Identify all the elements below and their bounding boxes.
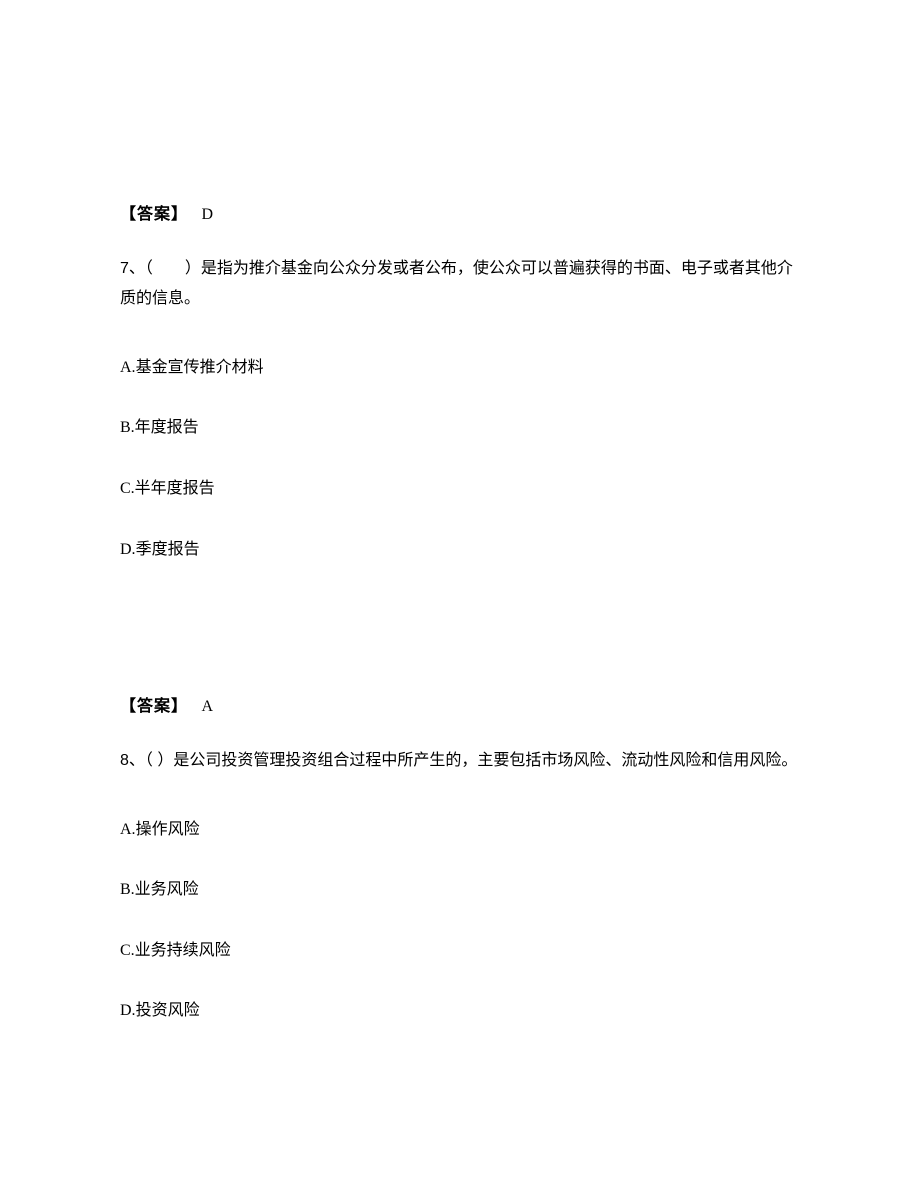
answer-line-8: 【答案】 A xyxy=(120,692,800,716)
option-8c: C.业务持续风险 xyxy=(120,938,800,964)
option-text: 基金宣传推介材料 xyxy=(136,359,264,376)
answer-value: D xyxy=(201,206,214,223)
option-letter: B. xyxy=(120,419,135,436)
question-body: （ ）是公司投资管理投资组合过程中所产生的，主要包括市场风险、流动性风险和信用风… xyxy=(145,752,797,769)
option-7c: C.半年度报告 xyxy=(120,476,800,502)
option-text: 业务持续风险 xyxy=(135,942,231,959)
option-letter: A. xyxy=(120,821,136,838)
option-text: 半年度报告 xyxy=(135,480,215,497)
option-text: 季度报告 xyxy=(136,541,200,558)
option-text: 投资风险 xyxy=(136,1002,200,1019)
option-8b: B.业务风险 xyxy=(120,877,800,903)
answer-line-7: 【答案】 D xyxy=(120,200,800,224)
document-content: 【答案】 D 7、（ ）是指为推介基金向公众分发或者公布，使公众可以普遍获得的书… xyxy=(0,0,920,1024)
option-letter: A. xyxy=(120,359,136,376)
option-7b: B.年度报告 xyxy=(120,415,800,441)
question-block-7: 【答案】 D 7、（ ）是指为推介基金向公众分发或者公布，使公众可以普遍获得的书… xyxy=(120,200,800,562)
answer-label: 【答案】 xyxy=(120,698,188,715)
option-letter: C. xyxy=(120,942,135,959)
question-block-8: 【答案】 A 8、（ ）是公司投资管理投资组合过程中所产生的，主要包括市场风险、… xyxy=(120,692,800,1024)
option-text: 操作风险 xyxy=(136,821,200,838)
option-7a: A.基金宣传推介材料 xyxy=(120,355,800,381)
option-text: 年度报告 xyxy=(135,419,199,436)
option-letter: C. xyxy=(120,480,135,497)
question-number: 7、 xyxy=(120,260,145,277)
question-body: （ ）是指为推介基金向公众分发或者公布，使公众可以普遍获得的书面、电子或者其他介… xyxy=(120,260,793,307)
question-number: 8、 xyxy=(120,752,145,769)
option-letter: D. xyxy=(120,541,136,558)
option-8a: A.操作风险 xyxy=(120,817,800,843)
option-letter: D. xyxy=(120,1002,136,1019)
answer-value: A xyxy=(201,698,214,715)
question-text-8: 8、（ ）是公司投资管理投资组合过程中所产生的，主要包括市场风险、流动性风险和信… xyxy=(120,746,800,776)
option-7d: D.季度报告 xyxy=(120,537,800,563)
option-8d: D.投资风险 xyxy=(120,998,800,1024)
answer-label: 【答案】 xyxy=(120,206,188,223)
option-text: 业务风险 xyxy=(135,881,199,898)
question-text-7: 7、（ ）是指为推介基金向公众分发或者公布，使公众可以普遍获得的书面、电子或者其… xyxy=(120,254,800,315)
option-letter: B. xyxy=(120,881,135,898)
